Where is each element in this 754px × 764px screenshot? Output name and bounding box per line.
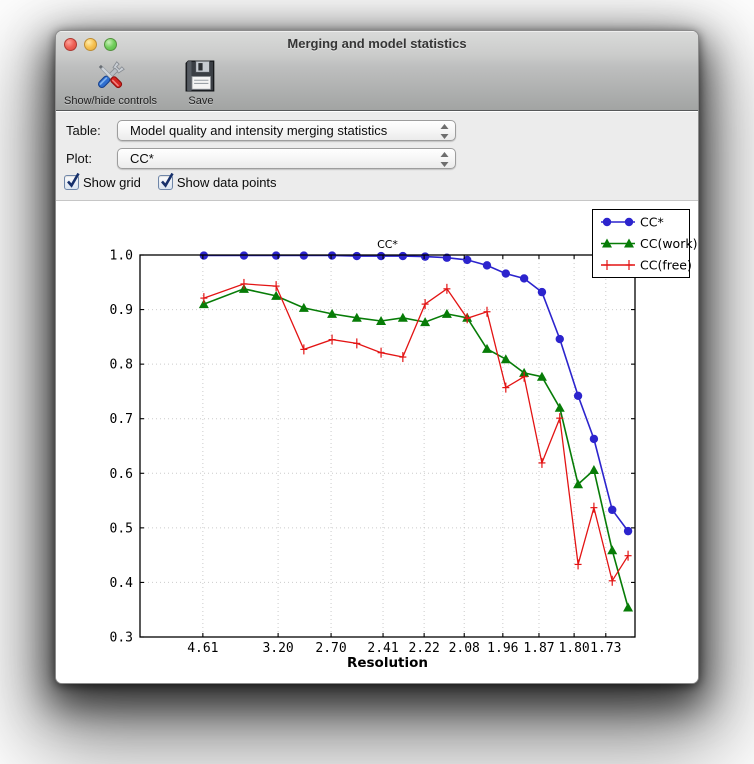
traffic-lights (64, 38, 117, 51)
series-cc-work- (198, 283, 634, 612)
chart-title: CC* (377, 238, 398, 251)
window-header: Merging and model statistics (56, 31, 698, 111)
legend-entry-2: CC(free) (601, 258, 692, 273)
checkbox-row: Show grid Show data points (64, 172, 277, 190)
table-label: Table: (66, 123, 101, 138)
toolbar: Show/hide controls Save (62, 58, 221, 111)
save-button[interactable]: Save (181, 58, 221, 107)
checkmark-icon (67, 172, 80, 188)
plot-select-value: CC* (130, 151, 154, 166)
y-tick-label: 0.5 (110, 521, 133, 536)
y-tick-label: 0.9 (110, 303, 133, 318)
checkbox-box (157, 172, 174, 190)
titlebar[interactable]: Merging and model statistics (56, 31, 698, 57)
x-tick-label: 2.41 (367, 641, 398, 656)
zoom-button[interactable] (104, 38, 117, 51)
minimize-button[interactable] (84, 38, 97, 51)
stepper-arrows-icon (440, 124, 449, 139)
axis-ticks (140, 254, 635, 638)
x-tick-label: 2.70 (315, 641, 346, 656)
plot-canvas: 4.61 3.20 2.70 2.41 2.22 2.08 1.96 1.87 1.80 1.73… (110, 209, 697, 671)
plot-select[interactable]: CC* (117, 148, 456, 169)
checkbox-label: Show grid (83, 175, 141, 190)
x-tick-label: 1.96 (487, 641, 518, 656)
x-tick-label: 2.22 (408, 641, 439, 656)
checkbox-label: Show data points (176, 175, 277, 190)
x-tick-label: 1.80 (558, 641, 589, 656)
toolbar-button-label: Show/hide controls (64, 95, 157, 107)
y-tick-label: 0.8 (110, 358, 133, 373)
table-select-value: Model quality and intensity merging stat… (130, 123, 388, 138)
series-cc-free- (200, 278, 632, 586)
legend-entry-0: CC* (601, 215, 664, 230)
x-tick-label: 1.87 (523, 641, 554, 656)
checkmark-icon (160, 172, 174, 188)
window-title: Merging and model statistics (287, 36, 467, 51)
x-tick-label: 3.20 (262, 641, 293, 656)
legend-entry-1: CC(work) (601, 236, 697, 251)
close-button[interactable] (64, 38, 77, 51)
stepper-arrows-icon (440, 152, 449, 167)
plot-label: Plot: (66, 151, 93, 166)
y-tick-label: 0.7 (110, 412, 133, 427)
gridlines (140, 255, 635, 637)
app-window: Merging and model statistics (55, 30, 699, 684)
plot-border (139, 254, 636, 638)
y-tick-label: 1.0 (110, 249, 133, 264)
y-tick-label: 0.6 (110, 467, 133, 482)
legend-label: CC* (640, 215, 664, 230)
legend-label: CC(work) (640, 236, 697, 251)
x-axis-label: Resolution (347, 655, 428, 671)
x-tick-label: 4.61 (187, 641, 218, 656)
y-tick-label: 0.4 (110, 576, 134, 591)
table-select[interactable]: Model quality and intensity merging stat… (117, 120, 456, 141)
legend-label: CC(free) (640, 258, 692, 273)
tools-icon (98, 61, 126, 89)
tick-labels: 4.61 3.20 2.70 2.41 2.22 2.08 1.96 1.87 1.80 1.73… (110, 249, 622, 657)
y-tick-label: 0.3 (110, 631, 133, 646)
toolbar-button-label: Save (188, 95, 214, 107)
show-hide-controls-button[interactable]: Show/hide controls (62, 58, 159, 107)
checkbox-box (64, 172, 80, 190)
chart: 4.61 3.20 2.70 2.41 2.22 2.08 1.96 1.87 1.80 1.73… (56, 201, 698, 683)
floppy-disk-icon (185, 60, 215, 92)
show-data-points-checkbox[interactable]: Show data points (157, 172, 277, 190)
legend: CC* CC(work) CC(free) (592, 209, 697, 278)
x-tick-label: 1.73 (590, 641, 621, 656)
show-grid-checkbox[interactable]: Show grid (64, 172, 141, 190)
x-tick-label: 2.08 (449, 641, 480, 656)
controls-panel: Table: Model quality and intensity mergi… (56, 112, 698, 201)
